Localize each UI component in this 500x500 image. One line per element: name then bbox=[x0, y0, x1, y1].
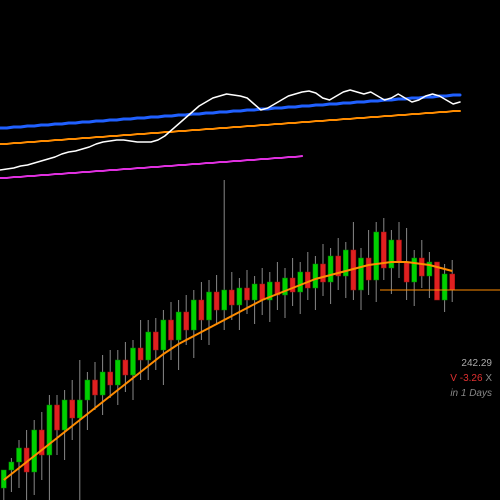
price-change: V -3.26 X bbox=[450, 371, 492, 386]
price-chart bbox=[0, 0, 500, 500]
time-range: in 1 Days bbox=[450, 386, 492, 401]
last-price: 242.29 bbox=[450, 356, 492, 371]
price-info-box: 242.29 V -3.26 X in 1 Days bbox=[450, 356, 492, 401]
